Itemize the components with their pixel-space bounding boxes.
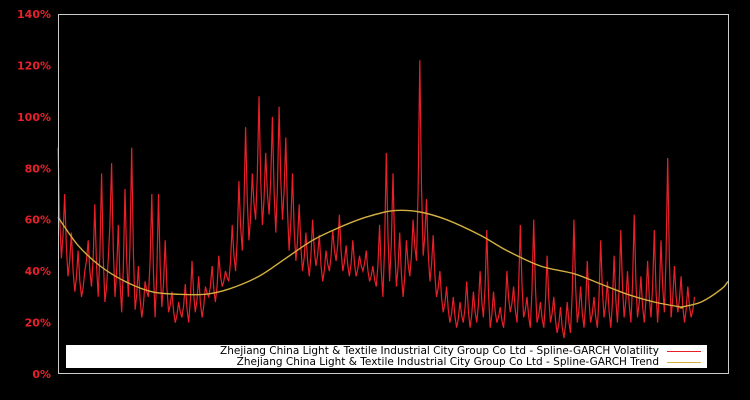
y-tick-label: 140% [17, 8, 51, 21]
y-tick-label: 100% [17, 111, 51, 124]
y-tick-label: 60% [25, 214, 51, 227]
y-tick-label: 40% [25, 265, 51, 278]
volatility-series-line [57, 60, 696, 339]
legend-swatch-volatility [667, 350, 701, 352]
legend: Zhejiang China Light & Textile Industria… [66, 345, 707, 368]
y-tick-label: 20% [25, 317, 51, 330]
plot-frame [58, 14, 729, 374]
legend-item-volatility: Zhejiang China Light & Textile Industria… [220, 345, 701, 357]
y-tick-label: 80% [25, 162, 51, 175]
trend-series-line [57, 209, 729, 309]
y-tick-label: 0% [32, 368, 51, 381]
legend-label-trend: Zhejiang China Light & Textile Industria… [236, 356, 659, 368]
y-tick-label: 120% [17, 59, 51, 72]
legend-item-trend: Zhejiang China Light & Textile Industria… [237, 356, 701, 368]
legend-swatch-trend [667, 361, 701, 363]
plot-area [57, 60, 729, 339]
y-axis-ticks: 0% 20% 40% 60% 80% 100% 120% 140% [17, 8, 51, 381]
legend-label-volatility: Zhejiang China Light & Textile Industria… [220, 345, 659, 357]
